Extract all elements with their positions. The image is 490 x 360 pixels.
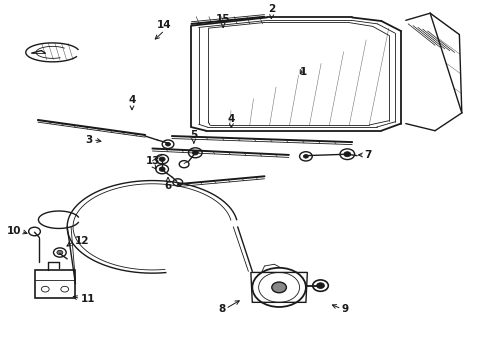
- Circle shape: [166, 143, 171, 146]
- Circle shape: [159, 167, 165, 171]
- Text: 10: 10: [6, 226, 21, 236]
- Circle shape: [193, 150, 198, 155]
- Text: 5: 5: [190, 130, 197, 140]
- Text: 6: 6: [164, 181, 171, 191]
- Circle shape: [272, 282, 287, 293]
- Circle shape: [317, 283, 324, 288]
- Text: 8: 8: [218, 304, 225, 314]
- Circle shape: [57, 250, 63, 255]
- Text: 2: 2: [268, 4, 275, 14]
- Text: 11: 11: [80, 294, 95, 304]
- Circle shape: [159, 157, 165, 161]
- Text: 1: 1: [300, 67, 307, 77]
- Text: 13: 13: [146, 156, 161, 166]
- Text: 15: 15: [216, 14, 230, 24]
- Circle shape: [344, 152, 351, 157]
- Text: 9: 9: [342, 304, 348, 314]
- Circle shape: [303, 154, 308, 158]
- Text: 14: 14: [157, 20, 172, 30]
- Text: 7: 7: [365, 150, 372, 160]
- Text: 3: 3: [86, 135, 93, 145]
- Text: 12: 12: [74, 236, 89, 246]
- Text: 4: 4: [128, 95, 136, 105]
- Text: 4: 4: [228, 114, 235, 123]
